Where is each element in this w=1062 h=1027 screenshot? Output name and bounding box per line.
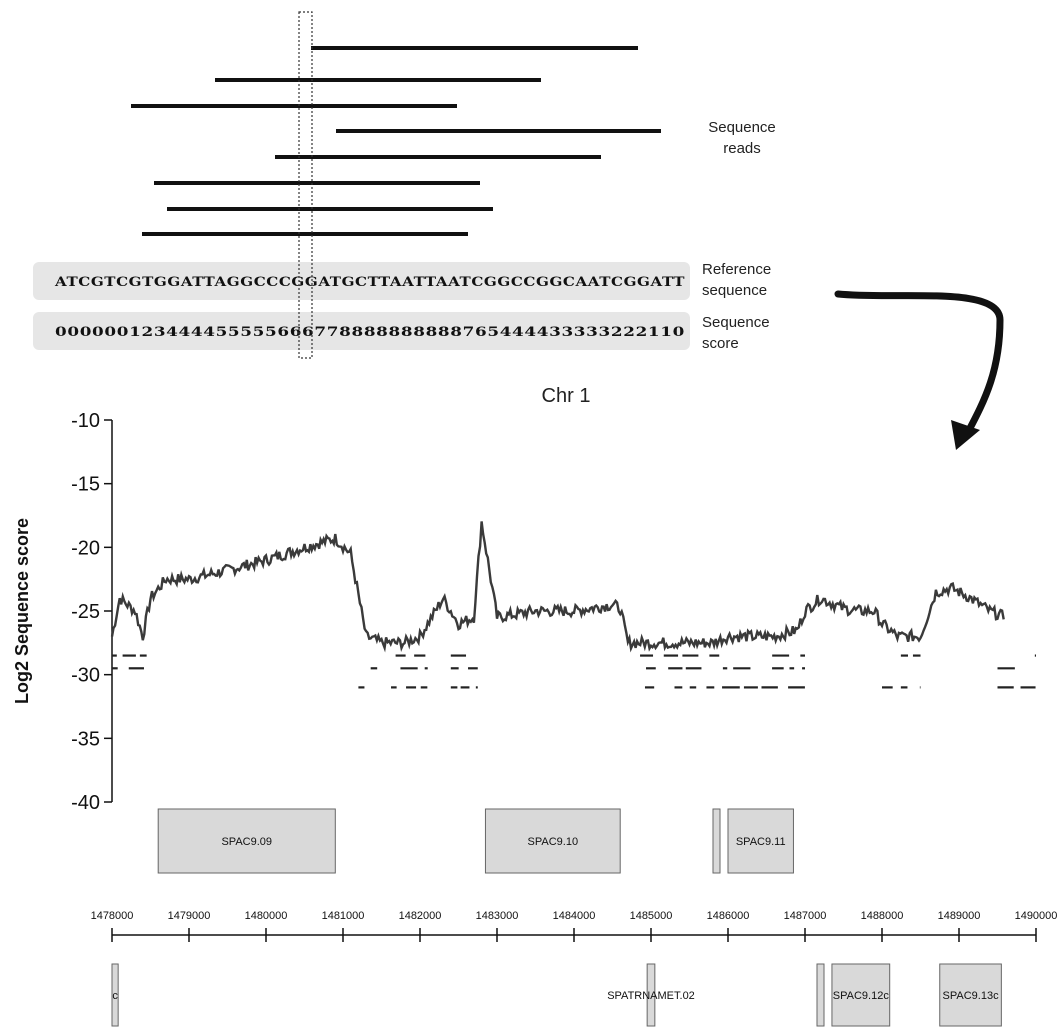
x-tick-label: 1478000: [91, 910, 134, 922]
gene-box: [727, 808, 794, 874]
x-tick-label: 1480000: [245, 910, 288, 922]
gene-label: SPAC9.09: [221, 836, 272, 848]
y-tick-label: -25: [71, 601, 100, 623]
x-tick-label: 1479000: [168, 910, 211, 922]
y-axis-label: Log2 Sequence score: [12, 518, 32, 704]
chart-title: Chr 1: [542, 385, 591, 407]
x-tick-label: 1490000: [1015, 910, 1058, 922]
gene-box: [157, 808, 336, 874]
gene-box: [111, 963, 119, 1027]
y-ticks: -10 -15 -20 -25 -30 -35 -40: [71, 410, 112, 814]
reference-sequence-label: Reference: [702, 261, 771, 278]
x-ticks: 1478000 1479000 1480000 1481000 1482000 14830…: [91, 910, 1058, 942]
gene-track-lower: c SPATRNAMET.02 SPAC9.12c SPAC9.13c: [111, 963, 1002, 1027]
gene-label: SPAC9.10: [528, 836, 579, 848]
gene-box: [712, 808, 721, 874]
signal-trace: [110, 521, 1005, 653]
read-lines: [131, 46, 661, 236]
sequence-score-panel: [33, 312, 690, 350]
x-tick-label: 1481000: [322, 910, 365, 922]
y-tick-label: -15: [71, 474, 100, 496]
x-tick-label: 1485000: [630, 910, 673, 922]
reference-sequence: ATCGTCGTGGATTAGGCCCGGATGCTTAATTAATCGGCCG…: [54, 275, 685, 290]
gene-box: [484, 808, 621, 874]
signal-line: [110, 521, 1005, 653]
y-axis: -10 -15 -20 -25 -30 -35 -40: [71, 410, 113, 814]
y-tick-label: -30: [71, 665, 100, 687]
x-tick-label: 1488000: [861, 910, 904, 922]
x-tick-label: 1486000: [707, 910, 750, 922]
sequence-score-label: score: [702, 335, 739, 352]
x-tick-label: 1483000: [476, 910, 519, 922]
gene-label: c: [112, 990, 118, 1002]
curved-arrow: [834, 290, 1004, 436]
sequence-reads-label: reads: [723, 140, 761, 157]
highlight-column-box: [298, 11, 313, 359]
x-tick-label: 1487000: [784, 910, 827, 922]
sequence-score-label: Sequence: [702, 314, 770, 331]
gene-box: [831, 963, 891, 1027]
gene-box: [939, 963, 1002, 1027]
reference-sequence-panel: [33, 262, 690, 300]
sequence-reads-label: Sequence: [708, 119, 776, 136]
reference-sequence-label: sequence: [702, 282, 767, 299]
gene-label: SPAC9.12c: [833, 990, 890, 1002]
gene-label: SPAC9.13c: [943, 990, 1000, 1002]
gene-label: SPATRNAMET.02: [607, 990, 695, 1002]
x-axis: 1478000 1479000 1480000 1481000 1482000 14830…: [91, 910, 1058, 942]
x-tick-label: 1489000: [938, 910, 981, 922]
gene-track-upper: SPAC9.09 SPAC9.10 SPAC9.11: [157, 808, 794, 874]
sequence-score: 0000001234444555556667788888888887654444…: [55, 325, 685, 340]
gene-label: SPAC9.11: [736, 836, 786, 848]
y-tick-label: -35: [71, 728, 100, 750]
y-tick-label: -20: [71, 537, 100, 559]
gene-box: [646, 963, 656, 1027]
x-tick-label: 1484000: [553, 910, 596, 922]
arrow-head-icon: [951, 420, 980, 450]
y-tick-label: -40: [71, 792, 100, 814]
x-tick-label: 1482000: [399, 910, 442, 922]
gene-box: [816, 963, 825, 1027]
low-signal-dots: [112, 654, 1036, 689]
y-tick-label: -10: [71, 410, 100, 432]
